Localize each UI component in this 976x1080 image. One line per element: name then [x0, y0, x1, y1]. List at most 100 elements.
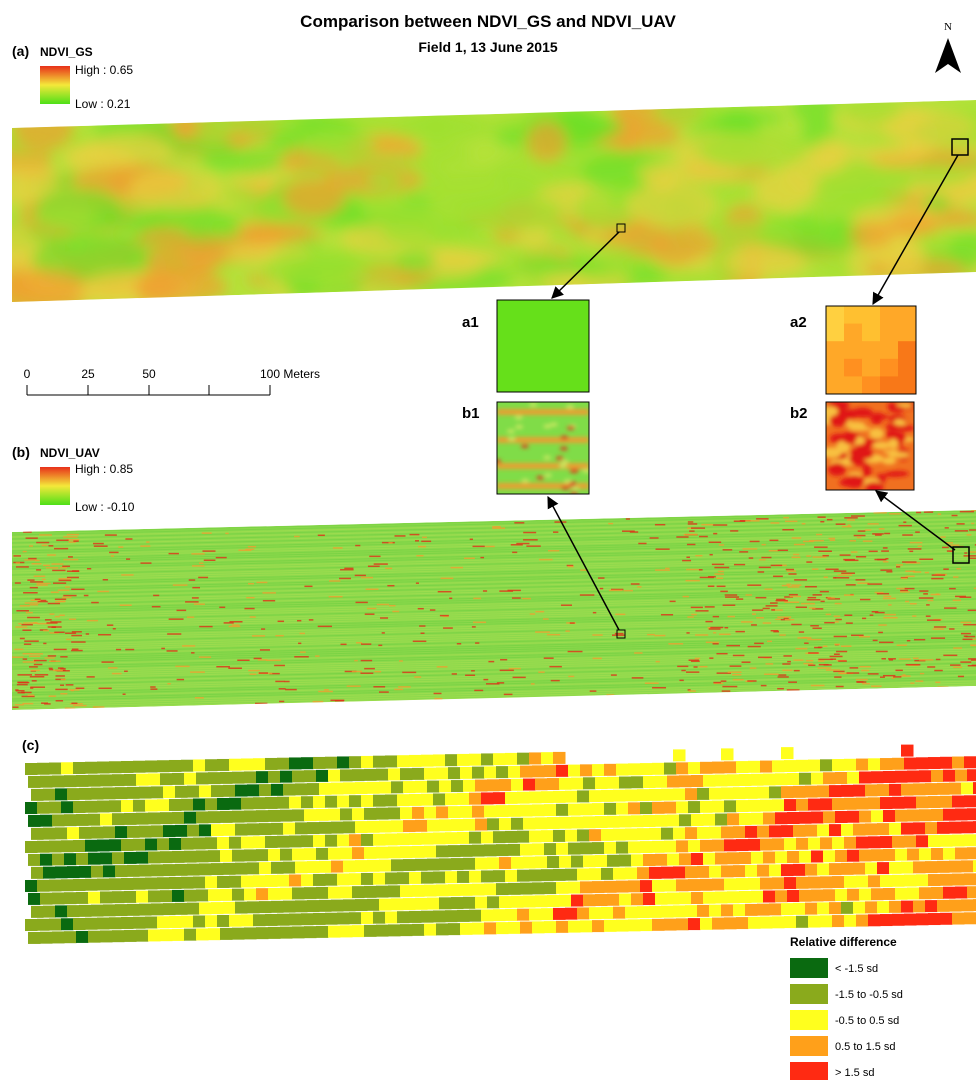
difference-cell [169, 838, 182, 850]
speck [521, 444, 529, 448]
difference-cell [415, 781, 428, 793]
difference-cell [193, 759, 206, 771]
difference-cell [403, 859, 416, 871]
difference-cell [28, 932, 41, 944]
difference-cell [652, 802, 665, 814]
difference-cell [325, 874, 338, 886]
difference-cell [784, 916, 797, 928]
difference-cell [40, 932, 53, 944]
difference-cell [736, 917, 749, 929]
mosaic-cell [898, 306, 917, 324]
scale-label: 25 [81, 367, 95, 381]
difference-cell [529, 791, 542, 803]
difference-cell [244, 927, 257, 939]
difference-cell [895, 771, 908, 783]
difference-cell [544, 843, 557, 855]
difference-cell [436, 767, 449, 779]
difference-cell [49, 801, 62, 813]
difference-cell [448, 884, 461, 896]
difference-cell [304, 770, 317, 782]
difference-cell [328, 848, 341, 860]
difference-cell [763, 774, 776, 786]
inset-a1 [497, 300, 589, 392]
difference-cell [472, 806, 485, 818]
difference-cell [436, 884, 449, 896]
difference-cell [748, 839, 761, 851]
inset-bg [497, 402, 589, 494]
difference-cell [439, 897, 452, 909]
difference-cell [901, 823, 914, 835]
difference-cell [961, 860, 974, 872]
raster-blob [557, 105, 593, 133]
difference-cell [703, 892, 716, 904]
difference-cell [145, 838, 158, 850]
difference-cell [337, 756, 350, 768]
difference-cell [529, 908, 542, 920]
difference-cell [265, 875, 278, 887]
difference-cell [265, 836, 278, 848]
difference-cell [667, 776, 680, 788]
difference-cell [40, 776, 53, 788]
difference-cell [655, 815, 668, 827]
difference-cell [283, 784, 296, 796]
difference-cell [421, 911, 434, 923]
difference-cell [289, 757, 302, 769]
difference-cell [937, 822, 950, 834]
difference-cell [40, 854, 53, 866]
difference-cell [712, 801, 725, 813]
difference-cell [595, 816, 608, 828]
difference-cell [775, 851, 788, 863]
difference-cell [547, 856, 560, 868]
difference-cell [808, 838, 821, 850]
difference-cell [871, 849, 884, 861]
difference-cell [352, 886, 365, 898]
difference-cell [424, 807, 437, 819]
difference-cell [916, 874, 929, 886]
difference-cell [928, 874, 941, 886]
difference-cell [940, 796, 953, 808]
difference-cell [832, 798, 845, 810]
difference-cell [916, 835, 929, 847]
difference-cell [667, 815, 680, 827]
difference-cell [595, 855, 608, 867]
difference-cell [769, 903, 782, 915]
speck [862, 465, 871, 478]
raster-row [12, 491, 976, 513]
difference-cell [844, 876, 857, 888]
difference-cell [412, 807, 425, 819]
difference-cell [172, 773, 185, 785]
difference-cell [343, 899, 356, 911]
difference-cell [349, 834, 362, 846]
difference-cell [829, 824, 842, 836]
difference-cell [217, 837, 230, 849]
difference-cell [49, 918, 62, 930]
difference-cell [787, 851, 800, 863]
difference-cell [724, 917, 737, 929]
difference-cell [157, 799, 170, 811]
difference-cell [223, 824, 236, 836]
difference-cell [445, 832, 458, 844]
difference-cell [91, 866, 104, 878]
difference-cell [340, 886, 353, 898]
difference-cell [244, 810, 257, 822]
difference-cell [160, 890, 173, 902]
difference-cell [883, 810, 896, 822]
difference-cell [859, 771, 872, 783]
difference-cell [301, 757, 314, 769]
difference-cell [232, 772, 245, 784]
difference-cell [439, 780, 452, 792]
difference-cell [616, 803, 629, 815]
difference-cell [565, 830, 578, 842]
difference-cell [820, 837, 833, 849]
difference-cell [724, 800, 737, 812]
difference-cell [283, 862, 296, 874]
layer-name: NDVI_UAV [40, 446, 100, 460]
difference-cell [124, 852, 137, 864]
difference-cell [379, 899, 392, 911]
difference-cell [613, 868, 626, 880]
difference-cell [460, 845, 473, 857]
difference-cell [940, 913, 953, 925]
difference-cell [361, 756, 374, 768]
difference-cell [808, 799, 821, 811]
difference-cell [868, 797, 881, 809]
